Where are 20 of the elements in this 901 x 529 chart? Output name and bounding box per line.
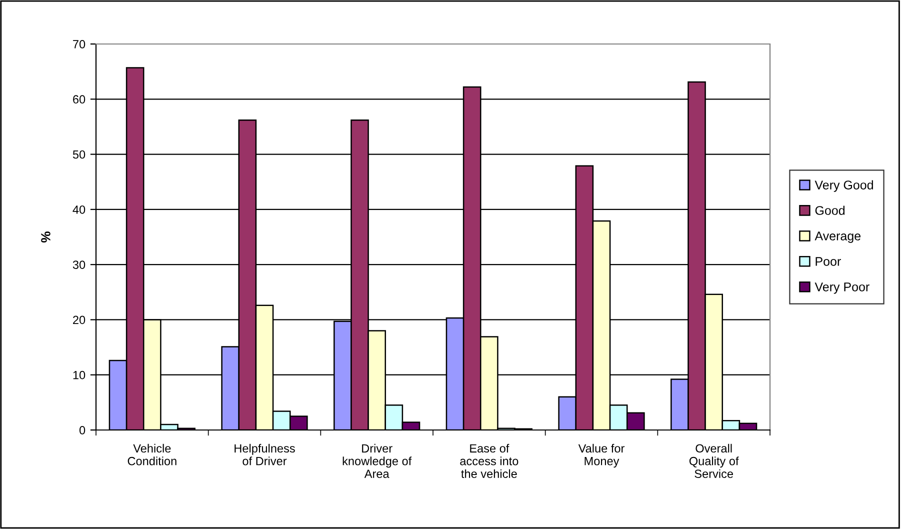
x-tick-label: Driver knowledge of Area bbox=[342, 444, 412, 478]
x-tick-label: Vehicle Condition bbox=[128, 444, 176, 466]
y-tick-label: 60 bbox=[73, 95, 86, 104]
x-tick-label: Ease of access into the vehicle bbox=[460, 444, 518, 478]
y-axis-title: % bbox=[41, 231, 50, 243]
x-tick-label: Overall Quality of Service bbox=[689, 444, 739, 478]
y-tick-label: 10 bbox=[73, 370, 86, 380]
legend-label: Very Poor bbox=[814, 282, 870, 294]
y-tick-label: 20 bbox=[73, 316, 86, 324]
y-tick-label: 40 bbox=[72, 205, 86, 214]
y-tick-label: 70 bbox=[73, 40, 86, 48]
y-tick-label: 50 bbox=[72, 150, 86, 159]
legend-label: Poor bbox=[816, 257, 841, 266]
x-tick-label: Value for Money bbox=[578, 444, 624, 468]
legend-label: Average bbox=[814, 232, 861, 243]
x-tick-label: Helpfulness of Driver bbox=[234, 444, 295, 466]
legend-label: Very Good bbox=[814, 180, 873, 192]
y-tick-label: 30 bbox=[72, 260, 86, 269]
y-tick-label: 0 bbox=[79, 426, 86, 434]
legend-label: Good bbox=[815, 206, 845, 215]
